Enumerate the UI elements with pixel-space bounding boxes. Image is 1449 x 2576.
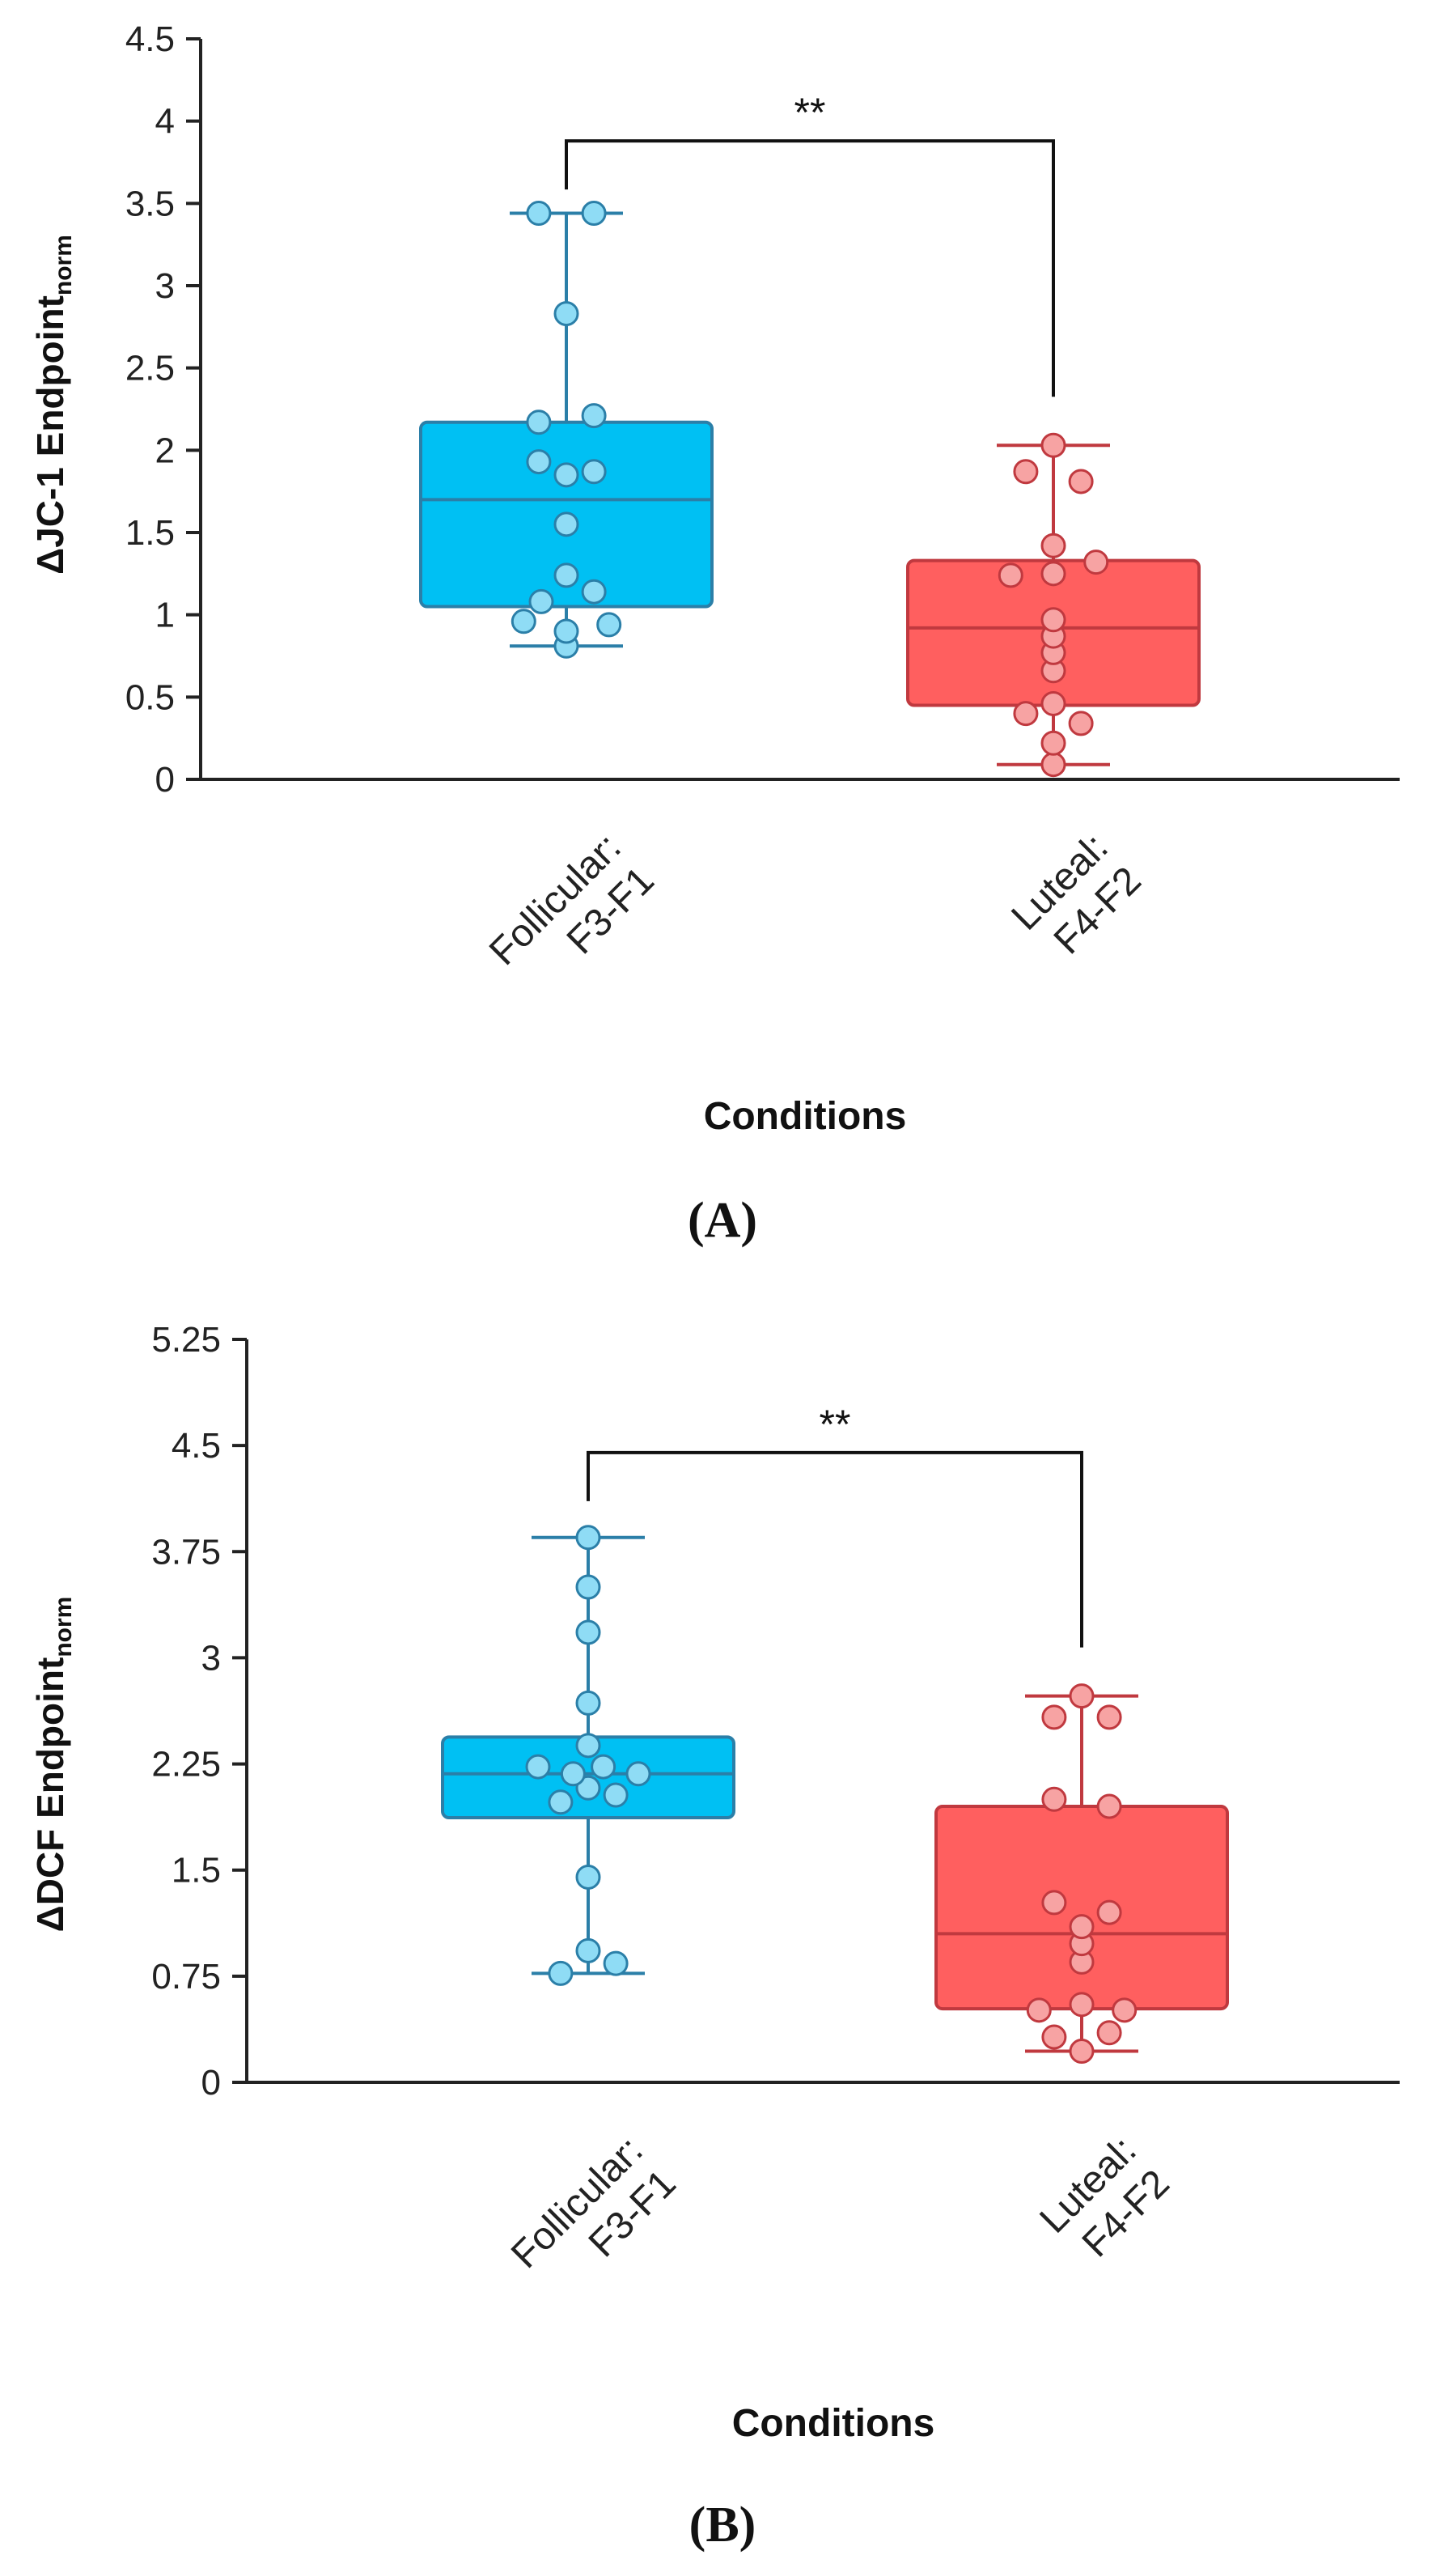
y-tick-label: 2.5 [125,349,175,388]
chart-panel-b: ΔDCF Endpointnorm Conditions (B) 0 0.75 1.… [29,1320,1400,2553]
data-point [526,410,552,435]
data-point [998,562,1023,588]
box-group-0 [419,201,714,659]
y-tick-label: 3 [201,1638,221,1678]
y-axis-title: ΔJC-1 Endpointnorm [29,235,77,575]
data-point [1040,561,1066,587]
data-point [1069,1992,1095,2018]
y-tick-label: 0.75 [151,1957,221,1997]
data-point [553,511,579,537]
y-tick-label: 4.5 [172,1426,221,1466]
significance-bracket [565,139,1055,397]
data-point [526,449,552,475]
data-point [1068,469,1094,494]
data-point [553,301,579,327]
data-point [525,1754,551,1780]
data-point [575,1690,601,1716]
significance-bracket [587,1450,1083,1648]
chart-panel-a: ΔJC-1 Endpointnorm Conditions (A) 0 0.5 1 1… [29,19,1400,1248]
data-point [528,588,554,614]
y-tick-label: 2.25 [151,1745,221,1785]
data-point [1069,1914,1095,1940]
data-point [1041,2024,1067,2050]
data-point [575,1733,601,1759]
data-point [1040,432,1066,458]
data-point [581,459,607,485]
data-point [1040,607,1066,633]
data-point [596,612,622,638]
data-point [1096,1793,1122,1819]
y-tick-label: 4 [155,102,175,142]
y-tick-label: 0.5 [125,677,175,717]
data-point [548,1789,574,1815]
data-point [1096,1899,1122,1925]
data-point [1040,730,1066,756]
data-point [575,1937,601,1963]
data-point [581,201,607,227]
data-point [511,609,536,634]
data-point [560,1761,586,1787]
data-point [1041,1890,1067,1916]
panel-label: (B) [689,2497,756,2553]
data-point [625,1761,651,1787]
y-tick-label: 2 [155,431,175,470]
box [934,1805,1229,2011]
data-point [1040,752,1066,778]
data-point [1041,1704,1067,1730]
y-tick-label: 1.5 [172,1851,221,1891]
data-point [1096,2020,1122,2046]
panel-label: (A) [688,1193,757,1248]
significance-label: ** [794,90,826,135]
data-point [526,201,552,227]
significance-label: ** [820,1402,851,1447]
y-axis-title: ΔDCF Endpointnorm [29,1597,77,1933]
data-point [603,1950,629,1976]
category-label: Luteal:F4-F2 [1003,825,1149,971]
data-point [575,1574,601,1600]
y-tick-label: 1 [155,596,175,635]
category-label: Follicular:F3-F1 [481,825,663,1007]
data-point [581,403,607,429]
data-point [1068,711,1094,736]
box-group-0 [441,1525,735,1986]
data-point [591,1754,616,1780]
data-point [603,1782,629,1808]
data-point [548,1960,574,1986]
box-group-1 [906,432,1201,778]
data-point [581,579,607,605]
data-point [1040,690,1066,716]
category-label: Follicular:F3-F1 [503,2128,684,2310]
data-point [575,1775,601,1801]
data-point [575,1864,601,1890]
y-tick-label: 3.5 [125,184,175,223]
category-label: Luteal:F4-F2 [1032,2128,1177,2274]
data-point [553,562,579,588]
data-point [1040,533,1066,558]
x-axis-title: Conditions [732,2402,935,2445]
data-point [553,618,579,644]
y-tick-label: 3.75 [151,1532,221,1572]
x-axis-title: Conditions [704,1095,907,1138]
data-point [1041,1786,1067,1812]
y-tick-label: 0 [155,760,175,800]
y-tick-label: 1.5 [125,513,175,553]
data-point [1026,1997,1052,2023]
data-point [1112,1997,1138,2023]
y-tick-label: 0 [201,2063,221,2103]
box-group-1 [934,1683,1229,2065]
y-tick-label: 3 [155,266,175,306]
data-point [575,1619,601,1645]
data-point [1013,459,1039,485]
y-tick-label: 4.5 [125,19,175,59]
data-point [1096,1704,1122,1730]
data-point [1083,550,1109,575]
y-tick-label: 5.25 [151,1320,221,1360]
data-point [1069,2039,1095,2065]
data-point [575,1525,601,1551]
data-point [553,462,579,488]
data-point [1013,701,1039,727]
data-point [1069,1683,1095,1709]
